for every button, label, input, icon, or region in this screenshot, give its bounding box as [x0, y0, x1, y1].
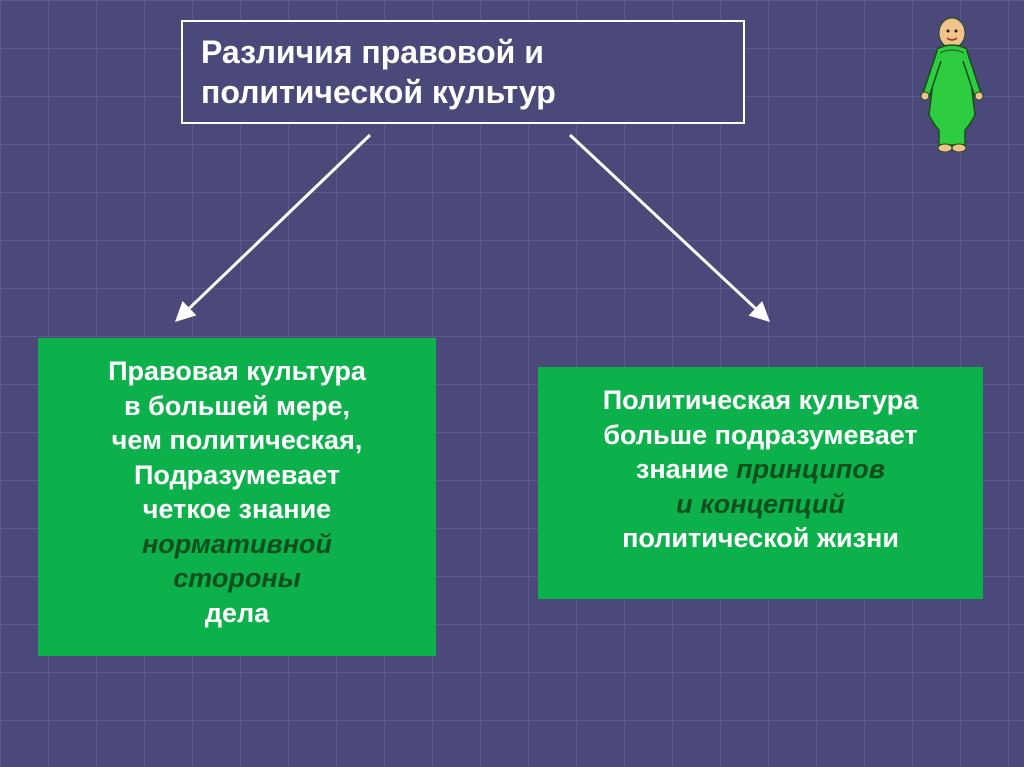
arrow-right: [555, 120, 785, 337]
box-line: четкое знание: [46, 492, 428, 527]
line-plain: Правовая культура: [108, 356, 366, 386]
line-plain: Политическая культура: [603, 385, 919, 415]
line-plain: политической жизни: [622, 523, 899, 553]
line-plain: дела: [205, 598, 269, 628]
box-line: чем политическая,: [46, 423, 428, 458]
box-line: дела: [46, 596, 428, 631]
person-figure-icon: [915, 15, 990, 155]
line-plain: чем политическая,: [112, 425, 363, 455]
box-line: политической жизни: [546, 521, 975, 556]
line-plain: Подразумевает: [134, 460, 340, 490]
box-line: Подразумевает: [46, 458, 428, 493]
line-em: и концепций: [676, 489, 845, 519]
box-line: нормативной: [46, 527, 428, 562]
line-plain: больше подразумевает: [603, 420, 917, 450]
line-em: стороны: [173, 563, 301, 593]
line-plain: четкое знание: [143, 494, 331, 524]
right-box: Политическая культура больше подразумевае…: [538, 367, 983, 599]
box-line: Правовая культура: [46, 354, 428, 389]
line-em: нормативной: [142, 529, 332, 559]
arrow-left: [160, 120, 385, 337]
left-box: Правовая культура в большей мере, чем поли…: [38, 338, 436, 656]
box-line: больше подразумевает: [546, 418, 975, 453]
box-line: в большей мере,: [46, 389, 428, 424]
title-box: Различия правовой и политической культур: [181, 20, 745, 124]
line-em: принципов: [736, 454, 885, 484]
box-line: знание принципов: [546, 452, 975, 487]
box-line: и концепций: [546, 487, 975, 522]
box-line: стороны: [46, 561, 428, 596]
box-line: Политическая культура: [546, 383, 975, 418]
line-plain: в большей мере,: [124, 391, 350, 421]
line-plain: знание: [636, 454, 736, 484]
title-text: Различия правовой и политической культур: [201, 32, 725, 112]
